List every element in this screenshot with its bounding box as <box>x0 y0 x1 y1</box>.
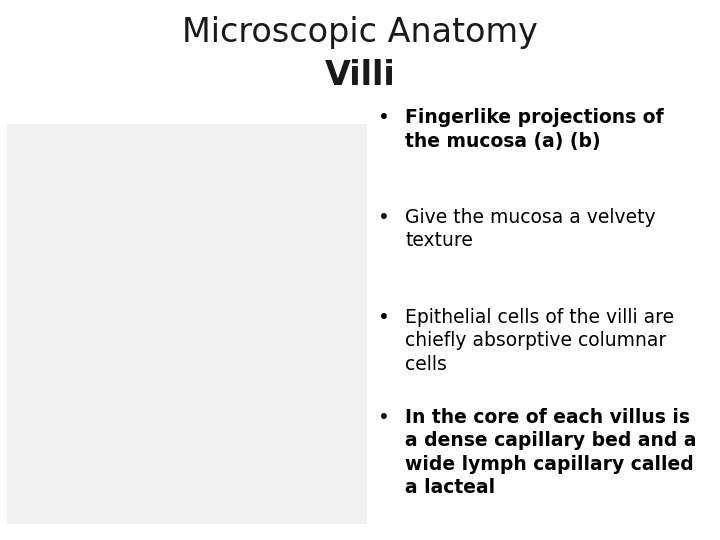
Text: Fingerlike projections of
the mucosa (a) (b): Fingerlike projections of the mucosa (a)… <box>405 108 664 151</box>
Text: •: • <box>378 208 390 227</box>
Text: Microscopic Anatomy: Microscopic Anatomy <box>182 16 538 49</box>
Text: •: • <box>378 108 390 127</box>
Bar <box>7 124 367 524</box>
Text: Villi: Villi <box>325 59 395 92</box>
Text: In the core of each villus is
a dense capillary bed and a
wide lymph capillary c: In the core of each villus is a dense ca… <box>405 408 697 497</box>
Text: Give the mucosa a velvety
texture: Give the mucosa a velvety texture <box>405 208 656 251</box>
Text: •: • <box>378 408 390 427</box>
Text: Epithelial cells of the villi are
chiefly absorptive columnar
cells: Epithelial cells of the villi are chiefl… <box>405 308 675 374</box>
Text: •: • <box>378 308 390 327</box>
